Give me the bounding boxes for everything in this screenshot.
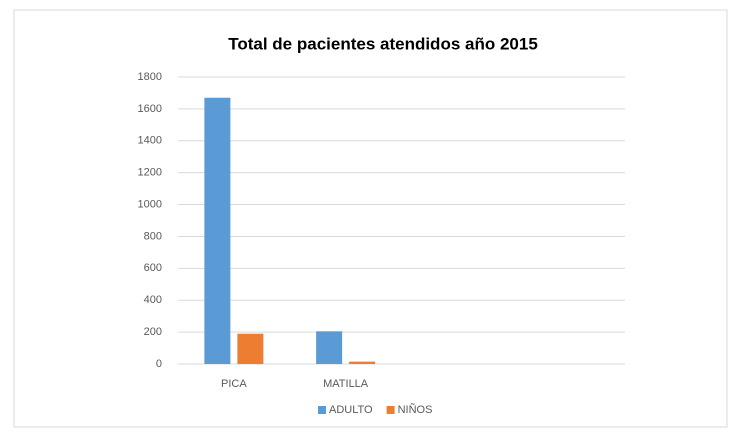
chart-border <box>13 9 728 428</box>
y-tick-label: 600 <box>144 262 162 274</box>
bar <box>349 361 376 364</box>
y-tick-label: 1600 <box>138 103 162 115</box>
y-tick-label: 800 <box>144 230 162 242</box>
legend-swatch <box>386 406 395 414</box>
y-tick-label: 0 <box>156 358 162 370</box>
y-tick-label: 1200 <box>138 167 162 179</box>
bar <box>237 333 264 364</box>
legend-label: ADULTO <box>329 404 373 416</box>
chart-title: Total de pacientes atendidos año 2015 <box>228 34 538 53</box>
y-tick-label: 1400 <box>138 135 162 147</box>
x-tick-label: MATILLA <box>323 378 369 390</box>
y-tick-label: 400 <box>144 294 162 306</box>
y-tick-label: 1000 <box>138 198 162 210</box>
legend-swatch <box>318 406 326 414</box>
legend-label: NIÑOS <box>398 403 433 416</box>
y-tick-label: 1800 <box>138 71 162 83</box>
bar <box>204 97 231 364</box>
y-tick-label: 200 <box>144 326 162 338</box>
x-tick-label: PICA <box>221 378 247 390</box>
bar <box>316 331 343 364</box>
